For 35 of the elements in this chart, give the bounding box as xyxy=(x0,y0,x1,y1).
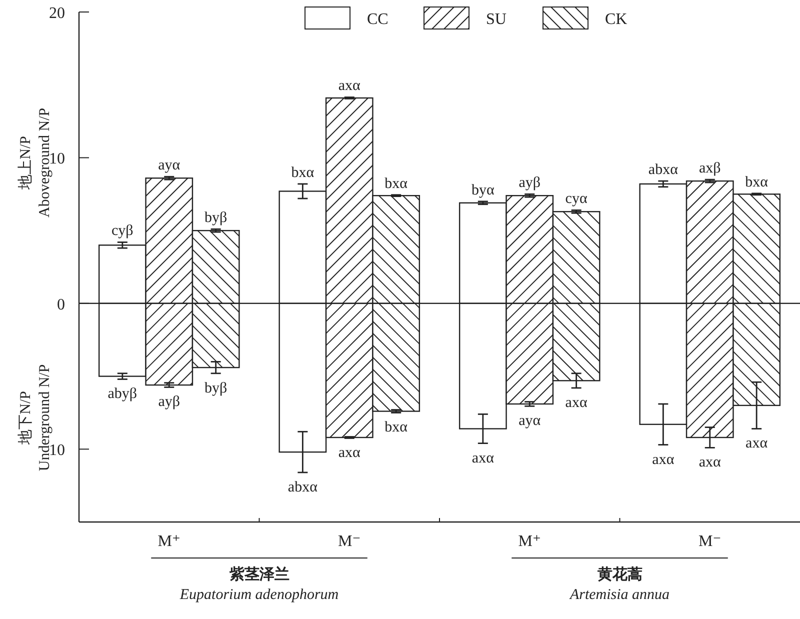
data-label: axα xyxy=(746,436,768,452)
text: 紫茎泽兰 Eupatorium adenophorum xyxy=(178,566,339,603)
data-label: ayβ xyxy=(158,394,180,410)
data-label: axα xyxy=(338,78,361,94)
data-label: cyα xyxy=(565,191,588,208)
legend-label: SU xyxy=(486,11,507,28)
data-label: ayα xyxy=(158,158,180,174)
legend-label: CC xyxy=(367,11,388,28)
data-label: ayβ xyxy=(518,175,541,192)
y-tick-label: 0 xyxy=(57,296,65,314)
data-label: axα xyxy=(698,454,722,471)
x-tick-label: M⁻ xyxy=(698,533,722,550)
legend-label: CK xyxy=(605,11,628,28)
data-label: axβ xyxy=(698,160,721,177)
data-label: axα xyxy=(338,445,361,462)
data-label: cyβ xyxy=(112,223,134,240)
data-label: ayα xyxy=(518,413,541,430)
data-label: byα xyxy=(471,182,494,198)
data-label: byβ xyxy=(204,210,228,226)
data-label: axα xyxy=(652,452,674,468)
data-label: bxα xyxy=(384,176,408,192)
x-tick-label: M⁺ xyxy=(518,533,541,550)
data-label: abxα xyxy=(648,162,678,178)
data-label: abxα xyxy=(288,479,318,496)
x-tick-label: M⁻ xyxy=(338,533,361,550)
data-label: bxα xyxy=(291,164,314,181)
data-label: axα xyxy=(565,394,588,411)
data-label: axα xyxy=(472,450,494,466)
data-label: bxα xyxy=(745,174,768,190)
y-tick-label: 20 xyxy=(49,5,65,22)
data-label: abyβ xyxy=(108,386,138,402)
data-label: bxα xyxy=(384,420,408,436)
data-label: byβ xyxy=(204,380,228,396)
x-tick-label: M⁺ xyxy=(158,533,180,550)
text: 黄花蒿 Artemisia annua xyxy=(568,566,670,603)
